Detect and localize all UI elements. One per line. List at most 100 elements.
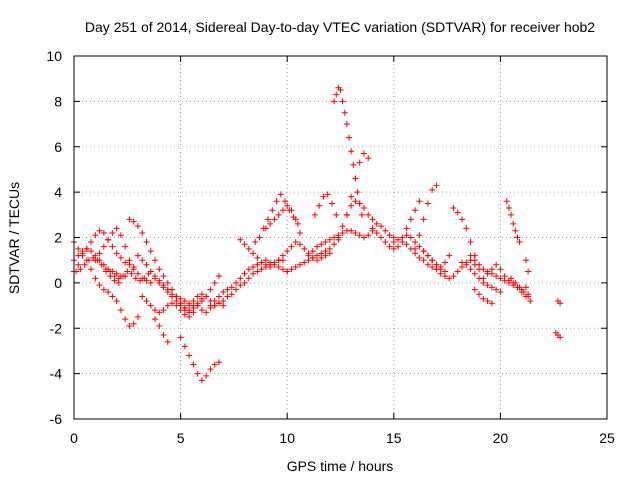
y-tick-label: 10 <box>46 48 62 64</box>
data-point <box>403 241 410 248</box>
data-point <box>198 298 205 305</box>
series-arc-40 <box>522 257 532 275</box>
data-point <box>113 225 120 232</box>
series-arc-29 <box>412 182 440 252</box>
data-point <box>126 216 133 223</box>
data-point <box>160 273 167 280</box>
data-point <box>100 229 107 236</box>
data-point <box>109 243 116 250</box>
data-point <box>369 225 376 232</box>
data-point <box>348 227 355 234</box>
data-point <box>75 261 82 268</box>
data-point <box>207 366 214 373</box>
series-arc-13 <box>177 334 222 384</box>
data-point <box>471 257 478 264</box>
data-point <box>356 232 363 239</box>
data-point <box>147 302 154 309</box>
data-point <box>139 293 146 300</box>
data-point <box>328 200 335 207</box>
data-point <box>130 320 137 327</box>
data-point <box>484 282 491 289</box>
data-point <box>130 218 137 225</box>
data-point <box>203 293 210 300</box>
data-point <box>441 259 448 266</box>
data-point <box>420 216 427 223</box>
data-point <box>365 155 372 162</box>
data-point <box>407 234 414 241</box>
data-point <box>433 266 440 273</box>
series-arc-22 <box>311 191 340 218</box>
data-point <box>152 257 159 264</box>
data-point <box>228 291 235 298</box>
data-point <box>373 220 380 227</box>
data-point <box>141 275 148 282</box>
data-point <box>139 257 146 264</box>
data-point <box>134 313 141 320</box>
data-point <box>488 284 495 291</box>
series-arc-32 <box>450 205 478 259</box>
data-point <box>514 234 521 241</box>
data-point <box>113 298 120 305</box>
data-point <box>173 293 180 300</box>
data-point <box>522 257 529 264</box>
data-point <box>525 293 532 300</box>
data-point <box>92 275 99 282</box>
x-axis-label: GPS time / hours <box>287 458 394 474</box>
data-point <box>378 234 385 241</box>
data-point <box>211 361 218 368</box>
y-tick-label: 0 <box>54 275 62 291</box>
series-arc-08 <box>134 252 205 311</box>
data-point <box>241 279 248 286</box>
data-point <box>147 268 154 275</box>
data-point <box>335 234 342 241</box>
data-point <box>271 216 278 223</box>
data-point <box>269 207 276 214</box>
data-point <box>512 227 519 234</box>
data-point <box>390 245 397 252</box>
data-point <box>450 273 457 280</box>
data-point <box>245 266 252 273</box>
data-point <box>343 121 350 128</box>
data-point <box>339 98 346 105</box>
data-point <box>105 288 112 295</box>
data-point <box>115 275 122 282</box>
data-point <box>147 279 154 286</box>
data-point <box>258 266 265 273</box>
data-point <box>207 286 214 293</box>
series-arc-25 <box>335 198 397 241</box>
y-tick-label: -6 <box>50 411 63 427</box>
data-point <box>512 279 519 286</box>
data-point <box>424 261 431 268</box>
data-point <box>352 175 359 182</box>
data-point <box>117 307 124 314</box>
data-point <box>416 243 423 250</box>
data-point <box>339 229 346 236</box>
data-point <box>348 193 355 200</box>
data-point <box>81 261 88 268</box>
data-point <box>369 216 376 223</box>
data-point <box>164 338 171 345</box>
data-point <box>92 232 99 239</box>
data-point <box>318 250 325 257</box>
data-point <box>322 239 329 246</box>
data-point <box>516 284 523 291</box>
data-point <box>416 198 423 205</box>
data-point <box>382 239 389 246</box>
data-point <box>152 316 159 323</box>
data-point <box>348 202 355 209</box>
data-point <box>237 236 244 243</box>
plot-frame <box>73 55 608 420</box>
data-point <box>288 207 295 214</box>
y-tick-label: 8 <box>54 93 62 109</box>
data-point <box>152 307 159 314</box>
data-point <box>134 223 141 230</box>
data-point <box>378 223 385 230</box>
data-point <box>211 298 218 305</box>
data-point <box>220 288 227 295</box>
data-point <box>459 259 466 266</box>
series-arc-41 <box>552 329 564 341</box>
data-point <box>233 286 240 293</box>
data-point <box>296 229 303 236</box>
data-point <box>117 254 124 261</box>
data-point <box>271 259 278 266</box>
